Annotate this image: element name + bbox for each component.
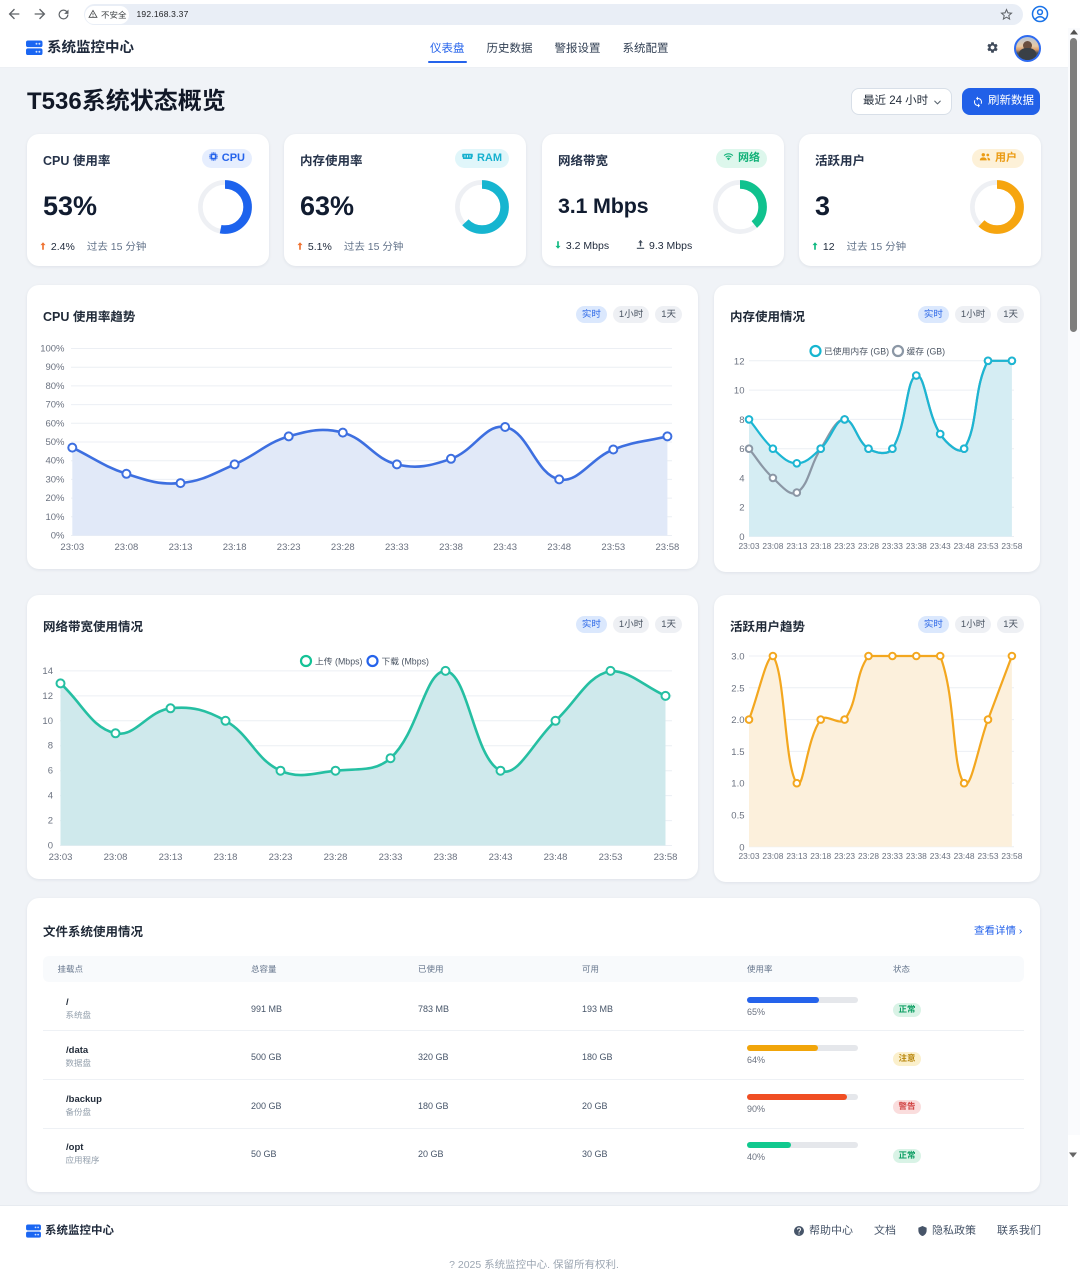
svg-text:100%: 100% [40,344,65,355]
svg-text:23:48: 23:48 [544,852,568,863]
svg-text:23:08: 23:08 [104,852,128,863]
svg-text:8: 8 [48,741,53,752]
svg-text:23:43: 23:43 [493,542,517,553]
svg-text:23:33: 23:33 [385,542,409,553]
svg-text:23:48: 23:48 [547,542,571,553]
svg-text:23:43: 23:43 [930,541,951,551]
svg-text:10: 10 [42,716,53,727]
svg-text:0: 0 [739,842,744,853]
svg-text:0: 0 [48,841,53,852]
svg-text:23:23: 23:23 [269,852,293,863]
svg-text:0: 0 [739,532,744,543]
svg-text:23:33: 23:33 [882,851,903,861]
svg-text:50%: 50% [45,437,65,448]
svg-text:已使用内存 (GB): 已使用内存 (GB) [824,347,889,357]
svg-text:6: 6 [48,766,53,777]
svg-text:23:38: 23:38 [906,851,927,861]
svg-text:30%: 30% [45,474,65,485]
svg-text:2.5: 2.5 [731,683,744,694]
svg-text:23:08: 23:08 [762,851,783,861]
svg-text:23:58: 23:58 [654,852,678,863]
svg-text:20%: 20% [45,493,65,504]
svg-text:23:08: 23:08 [762,541,783,551]
svg-text:23:58: 23:58 [656,542,680,553]
svg-text:23:33: 23:33 [882,541,903,551]
svg-text:2.0: 2.0 [731,715,744,726]
svg-text:2: 2 [48,816,53,827]
svg-text:23:48: 23:48 [954,541,975,551]
svg-text:90%: 90% [45,362,65,373]
svg-text:2: 2 [739,503,744,514]
svg-text:4: 4 [739,473,744,484]
svg-text:1.5: 1.5 [731,747,744,758]
svg-text:23:03: 23:03 [49,852,73,863]
svg-text:23:43: 23:43 [489,852,513,863]
svg-text:下载 (Mbps): 下载 (Mbps) [382,657,429,667]
svg-text:23:13: 23:13 [169,542,193,553]
svg-text:23:23: 23:23 [277,542,301,553]
svg-text:4: 4 [48,791,53,802]
svg-text:23:13: 23:13 [159,852,183,863]
svg-text:23:13: 23:13 [786,851,807,861]
svg-text:23:38: 23:38 [439,542,463,553]
svg-text:缓存 (GB): 缓存 (GB) [907,347,946,357]
svg-text:1.0: 1.0 [731,779,744,790]
svg-text:60%: 60% [45,418,65,429]
svg-text:23:48: 23:48 [954,851,975,861]
svg-text:23:53: 23:53 [599,852,623,863]
svg-text:23:58: 23:58 [1001,851,1022,861]
svg-text:23:38: 23:38 [906,541,927,551]
svg-text:23:28: 23:28 [324,852,348,863]
svg-text:6: 6 [739,444,744,455]
svg-text:23:23: 23:23 [834,851,855,861]
svg-text:10%: 10% [45,512,65,523]
svg-text:23:53: 23:53 [978,541,999,551]
svg-text:0.5: 0.5 [731,811,744,822]
svg-text:40%: 40% [45,456,65,467]
svg-text:23:28: 23:28 [858,541,879,551]
svg-text:23:58: 23:58 [1001,541,1022,551]
svg-text:70%: 70% [45,400,65,411]
svg-text:23:18: 23:18 [810,541,831,551]
svg-text:80%: 80% [45,381,65,392]
svg-text:23:23: 23:23 [834,541,855,551]
svg-text:23:28: 23:28 [858,851,879,861]
svg-text:23:18: 23:18 [214,852,238,863]
svg-text:0%: 0% [51,531,65,542]
svg-text:12: 12 [42,691,53,702]
svg-text:12: 12 [734,356,745,367]
svg-text:23:03: 23:03 [739,541,760,551]
svg-text:8: 8 [739,415,744,426]
svg-text:23:08: 23:08 [115,542,139,553]
svg-text:23:03: 23:03 [739,851,760,861]
svg-text:23:53: 23:53 [978,851,999,861]
svg-text:14: 14 [42,666,53,677]
svg-text:23:03: 23:03 [60,542,84,553]
svg-text:23:43: 23:43 [930,851,951,861]
svg-text:23:13: 23:13 [786,541,807,551]
svg-text:3.0: 3.0 [731,652,744,663]
svg-text:23:18: 23:18 [223,542,247,553]
svg-text:23:53: 23:53 [601,542,625,553]
svg-text:上传 (Mbps): 上传 (Mbps) [315,657,362,667]
svg-text:10: 10 [734,386,745,397]
svg-text:23:38: 23:38 [434,852,458,863]
svg-text:23:18: 23:18 [810,851,831,861]
svg-text:23:33: 23:33 [379,852,403,863]
svg-text:23:28: 23:28 [331,542,355,553]
